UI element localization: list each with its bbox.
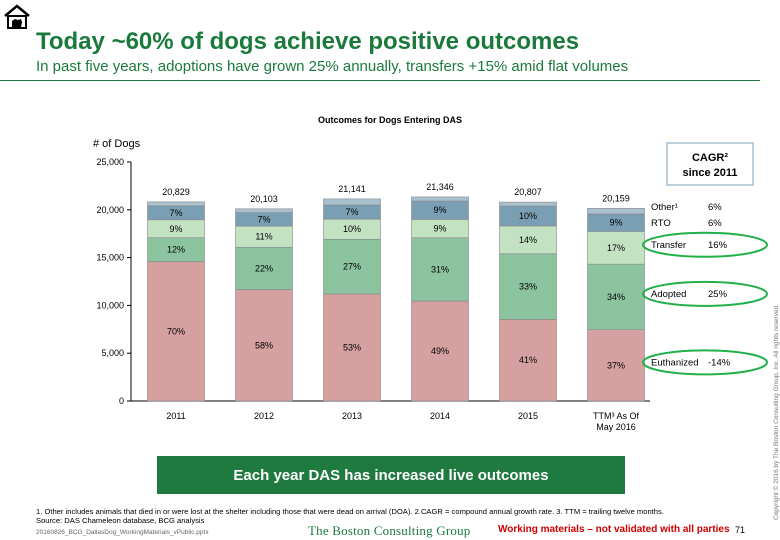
bar-segment-label: 9%: [433, 205, 446, 215]
bar-segment-label: 22%: [255, 263, 273, 273]
source-text: Source: DAS Chameleon database, BCG anal…: [36, 516, 205, 525]
highlight-ring: [642, 280, 768, 307]
conclusion-banner: Each year DAS has increased live outcome…: [157, 456, 625, 494]
bar-segment: [323, 198, 381, 206]
page-title: Today ~60% of dogs achieve positive outc…: [36, 28, 580, 55]
legend-label: Adopted: [651, 289, 686, 300]
bar-segment-label: 10%: [519, 211, 537, 221]
bar-segment: [147, 201, 205, 207]
bar-total-label: 21,346: [426, 182, 454, 192]
legend-label: Euthanized: [651, 357, 699, 368]
bar-segment-label: 9%: [609, 218, 622, 228]
highlight-ring: [642, 231, 768, 258]
bar-segment-label: 7%: [345, 207, 358, 217]
bar-segment-label: 53%: [343, 342, 361, 352]
bar-segment: [147, 261, 205, 402]
legend-label: Transfer: [651, 240, 686, 251]
cagr-header-box: [666, 142, 754, 186]
bar-segment: [411, 196, 469, 202]
bar-segment-label: 27%: [343, 262, 361, 272]
x-tick-label: 2011: [166, 411, 185, 421]
bar-total-label: 20,159: [602, 193, 630, 203]
cagr-header-line2: since 2011: [682, 167, 737, 179]
y-tick-label: 15,000: [96, 253, 124, 263]
bar-segment-label: 17%: [607, 243, 625, 253]
bar-segment-label: 9%: [169, 224, 182, 234]
bar-segment-label: 9%: [433, 224, 446, 234]
bar-total-label: 21,141: [338, 184, 366, 194]
x-tick-label: 2012: [254, 411, 274, 421]
bar-segment-label: 58%: [255, 340, 273, 350]
bar-total-label: 20,829: [162, 187, 190, 197]
bar-segment-label: 31%: [431, 264, 449, 274]
bar-segment: [235, 246, 293, 290]
y-tick-label: 5,000: [101, 348, 124, 358]
bar-segment: [235, 289, 293, 402]
legend-label: Other¹: [651, 202, 678, 213]
y-tick-label: 0: [119, 396, 124, 406]
bar-total-label: 20,103: [250, 194, 278, 204]
page-number: 71: [735, 525, 746, 535]
highlight-ring: [642, 349, 768, 376]
y-tick-label: 10,000: [96, 300, 124, 310]
legend-cagr: -14%: [708, 357, 731, 368]
bar-segment: [411, 300, 469, 402]
bar-segment-label: 70%: [167, 326, 185, 336]
legend-cagr: 25%: [708, 289, 728, 300]
bar-segment: [499, 319, 557, 402]
outcomes-chart: Outcomes for Dogs Entering DAS # of Dogs 0…: [93, 115, 768, 432]
house-dog-icon: [4, 4, 30, 29]
footnote-text: 1. Other includes animals that died in o…: [36, 507, 664, 516]
footnote-block: 1. Other includes animals that died in o…: [36, 507, 664, 525]
bar-segment-label: 7%: [257, 214, 270, 224]
x-tick-label: May 2016: [596, 422, 636, 432]
x-tick-label: 2014: [430, 411, 450, 421]
bar-segment-label: 11%: [255, 232, 272, 242]
bar-segment: [587, 329, 645, 402]
bar-segment: [411, 237, 469, 302]
legend-label: RTO: [651, 218, 671, 229]
x-tick-label: TTM³ As Of: [593, 411, 639, 421]
x-tick-label: 2013: [342, 411, 362, 421]
title-rule: [0, 80, 760, 81]
x-tick-label: 2015: [518, 411, 538, 421]
file-path: 20160826_BCG_DallasDog_WorkingMaterials_…: [36, 529, 209, 536]
bar-segment-label: 49%: [431, 346, 449, 356]
legend-cagr: 6%: [708, 218, 722, 229]
y-axis-label: # of Dogs: [93, 138, 141, 150]
legend-cagr: 6%: [708, 202, 722, 213]
page-subtitle: In past five years, adoptions have grown…: [36, 58, 629, 75]
bar-segment-label: 41%: [519, 355, 537, 365]
bar-segment-label: 12%: [167, 245, 185, 255]
bar-segment: [499, 225, 557, 255]
y-tick-label: 25,000: [96, 157, 124, 167]
bar-segment: [235, 208, 293, 213]
bar-total-label: 20,807: [514, 187, 542, 197]
bar-segment: [499, 253, 557, 320]
copyright-notice: Copyright © 2016 by The Boston Consultin…: [773, 303, 780, 520]
bar-segment: [587, 207, 645, 215]
chart-title: Outcomes for Dogs Entering DAS: [318, 115, 462, 125]
legend-cagr: 16%: [708, 240, 728, 251]
cagr-header-line1: CAGR²: [692, 152, 728, 164]
bcg-logo: The Boston Consulting Group: [308, 523, 471, 538]
working-materials-note: Working materials – not validated with a…: [498, 524, 730, 535]
bar-segment-label: 37%: [607, 360, 625, 370]
bar-segment: [323, 239, 381, 295]
y-tick-label: 20,000: [96, 205, 124, 215]
bar-segment-label: 33%: [519, 282, 537, 292]
bar-segment: [587, 263, 645, 330]
bar-segment-label: 7%: [169, 208, 182, 218]
bar-segment-label: 14%: [519, 235, 537, 245]
bar-segment-label: 10%: [343, 224, 361, 234]
bar-segment: [499, 201, 557, 207]
bar-segment-label: 34%: [607, 292, 625, 302]
